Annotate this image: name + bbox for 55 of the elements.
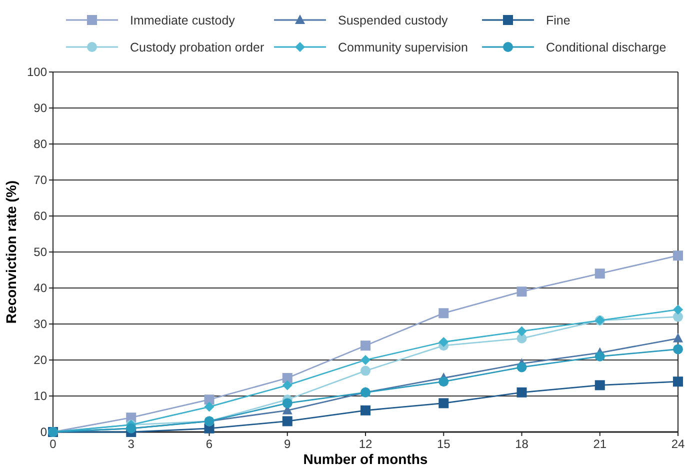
x-tick-label: 0 [50, 437, 57, 451]
legend-label: Conditional discharge [546, 40, 666, 54]
point [673, 344, 683, 354]
point [360, 405, 370, 416]
x-tick-label: 15 [436, 437, 451, 451]
point [282, 416, 292, 426]
point [673, 250, 683, 261]
legend-label: Fine [546, 13, 570, 28]
y-tick-label: 90 [34, 101, 48, 116]
y-tick-label: 80 [34, 137, 48, 152]
point [204, 402, 214, 412]
y-tick-label: 10 [34, 389, 48, 404]
legend-label: Community supervision [338, 40, 468, 54]
point [204, 394, 214, 405]
point [673, 332, 683, 342]
point [282, 373, 292, 383]
legend-label: Immediate custody [130, 13, 236, 28]
x-tick-label: 9 [284, 437, 292, 451]
x-tick-label: 12 [358, 437, 372, 451]
point [594, 268, 605, 279]
y-tick-label: 50 [34, 245, 48, 260]
x-tick-label: 21 [593, 437, 607, 451]
y-tick-label: 0 [40, 425, 48, 440]
point [516, 286, 527, 297]
point [516, 333, 527, 344]
y-tick-label: 70 [34, 173, 48, 188]
y-tick-label: 100 [26, 65, 48, 80]
point [516, 326, 527, 336]
y-axis-title: Reconviction rate (%) [3, 180, 19, 324]
point [282, 380, 292, 390]
y-tick-label: 40 [34, 281, 48, 296]
point [438, 376, 449, 387]
legend-label: Suspended custody [338, 13, 449, 28]
point [360, 366, 370, 376]
point [673, 304, 683, 315]
y-tick-label: 20 [34, 353, 48, 368]
y-tick-label: 60 [34, 209, 48, 224]
point [360, 355, 370, 365]
x-tick-label: 18 [515, 437, 529, 451]
point [516, 362, 527, 372]
y-tick-label: 30 [34, 317, 48, 332]
point [438, 308, 449, 318]
x-tick-label: 24 [671, 437, 685, 451]
x-axis-title: Number of months [303, 451, 428, 467]
x-tick-label: 6 [206, 437, 213, 451]
point [282, 398, 292, 408]
point [594, 380, 605, 390]
x-tick-label: 3 [128, 437, 135, 451]
point [516, 387, 527, 398]
point [673, 376, 683, 387]
point [594, 351, 605, 362]
point [438, 398, 449, 408]
legend-label: Custody probation order [130, 40, 264, 54]
point [438, 337, 449, 347]
point [360, 340, 370, 351]
